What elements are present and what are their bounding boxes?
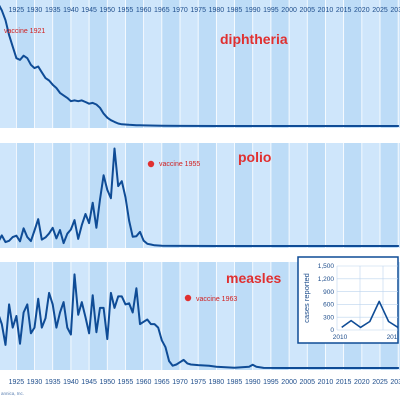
- polio-series-line: [0, 147, 400, 247]
- grid-column: [198, 262, 217, 370]
- diphtheria-series-line: [0, 4, 400, 127]
- bottom-tick-label: 1985: [227, 379, 243, 386]
- grid-column: [343, 0, 362, 128]
- top-tick-label: 1940: [63, 7, 79, 14]
- grid-column: [52, 143, 71, 248]
- bottom-tick-label: 1925: [9, 379, 25, 386]
- grid-column: [89, 143, 108, 248]
- inset-y-tick: 0: [330, 327, 334, 334]
- grid-column: [307, 0, 326, 128]
- diphtheria-title: diphtheria: [220, 31, 288, 47]
- polio-title: polio: [238, 149, 271, 165]
- grid-column: [198, 0, 217, 128]
- bottom-tick-label: 1965: [154, 379, 170, 386]
- inset-y-tick: 1,200: [318, 276, 335, 283]
- top-tick-label: 2005: [299, 7, 315, 14]
- top-tick-label: 1985: [227, 7, 243, 14]
- top-tick-label: 1965: [154, 7, 170, 14]
- top-tick-label: 2015: [336, 7, 352, 14]
- grid-column: [234, 262, 253, 370]
- grid-column: [125, 0, 144, 128]
- bottom-axis-strip: [0, 370, 400, 400]
- inset-x-tick: 201: [387, 334, 398, 341]
- bottom-tick-label: 1935: [45, 379, 61, 386]
- grid-column: [198, 143, 217, 248]
- inset-y-tick: 900: [323, 289, 334, 296]
- grid-column: [125, 262, 144, 370]
- top-tick-label: 1950: [99, 7, 115, 14]
- polio-vaccine-label: vaccine 1955: [159, 161, 200, 168]
- bottom-tick-label: 1955: [118, 379, 134, 386]
- grid-column: [52, 262, 71, 370]
- bottom-tick-label: 2030: [390, 379, 400, 386]
- top-tick-label: 1990: [245, 7, 261, 14]
- bottom-tick-label: 1940: [63, 379, 79, 386]
- grid-column: [161, 143, 180, 248]
- top-tick-label: 2000: [281, 7, 297, 14]
- grid-column: [52, 0, 71, 128]
- measles-series-line: [0, 273, 400, 369]
- top-tick-label: 1945: [81, 7, 97, 14]
- measles-vaccine-label: vaccine 1963: [196, 296, 237, 303]
- bottom-tick-label: 1960: [136, 379, 152, 386]
- credit-text: annica, Inc.: [1, 391, 24, 396]
- bottom-tick-label: 1930: [27, 379, 43, 386]
- top-tick-label: 1970: [172, 7, 188, 14]
- bottom-tick-label: 2025: [372, 379, 388, 386]
- grid-column: [234, 143, 253, 248]
- top-tick-label: 1995: [263, 7, 279, 14]
- bottom-tick-label: 2020: [354, 379, 370, 386]
- grid-column: [270, 262, 290, 370]
- bottom-tick-label: 1975: [190, 379, 206, 386]
- grid-column: [16, 262, 35, 370]
- bottom-tick-label: 1945: [81, 379, 97, 386]
- bottom-tick-label: 2005: [299, 379, 315, 386]
- bottom-tick-label: 1995: [263, 379, 279, 386]
- top-tick-label: 1975: [190, 7, 206, 14]
- inset-y-axis-label: cases reported: [302, 273, 311, 323]
- grid-column: [307, 143, 326, 248]
- bottom-tick-label: 1990: [245, 379, 261, 386]
- inset-series-line: [341, 300, 399, 329]
- grid-column: [380, 143, 399, 248]
- top-tick-label: 1955: [118, 7, 134, 14]
- grid-column: [16, 143, 35, 248]
- grid-column: [161, 262, 180, 370]
- measles-title: measles: [226, 270, 281, 286]
- bottom-tick-label: 1980: [209, 379, 225, 386]
- grid-column: [380, 0, 399, 128]
- vaccine-marker-dot: [184, 294, 192, 302]
- grid-column: [270, 143, 290, 248]
- grid-column: [89, 0, 108, 128]
- vaccine-marker-dot: [147, 160, 155, 168]
- diphtheria-vaccine-label: vaccine 1921: [4, 28, 45, 35]
- bottom-tick-label: 2000: [281, 379, 297, 386]
- inset-y-tick: 300: [323, 314, 334, 321]
- inset-y-tick: 1,500: [318, 263, 335, 270]
- grid-column: [343, 143, 362, 248]
- top-tick-label: 1925: [9, 7, 25, 14]
- bottom-tick-label: 2010: [318, 379, 334, 386]
- top-tick-label: 1980: [209, 7, 225, 14]
- top-tick-label: 2025: [372, 7, 388, 14]
- top-tick-label: 1935: [45, 7, 61, 14]
- top-tick-label: 1930: [27, 7, 43, 14]
- grid-column: [270, 0, 290, 128]
- inset-panel: [297, 256, 399, 344]
- bottom-tick-label: 2015: [336, 379, 352, 386]
- bottom-tick-label: 1970: [172, 379, 188, 386]
- bottom-tick-label: 1950: [99, 379, 115, 386]
- inset-y-tick: 600: [323, 302, 334, 309]
- top-tick-label: 2010: [318, 7, 334, 14]
- grid-column: [161, 0, 180, 128]
- grid-column: [16, 0, 35, 128]
- top-tick-label: 2030: [390, 7, 400, 14]
- grid-column: [234, 0, 253, 128]
- inset-x-tick: 2010: [333, 334, 348, 341]
- top-tick-label: 1960: [136, 7, 152, 14]
- top-tick-label: 2020: [354, 7, 370, 14]
